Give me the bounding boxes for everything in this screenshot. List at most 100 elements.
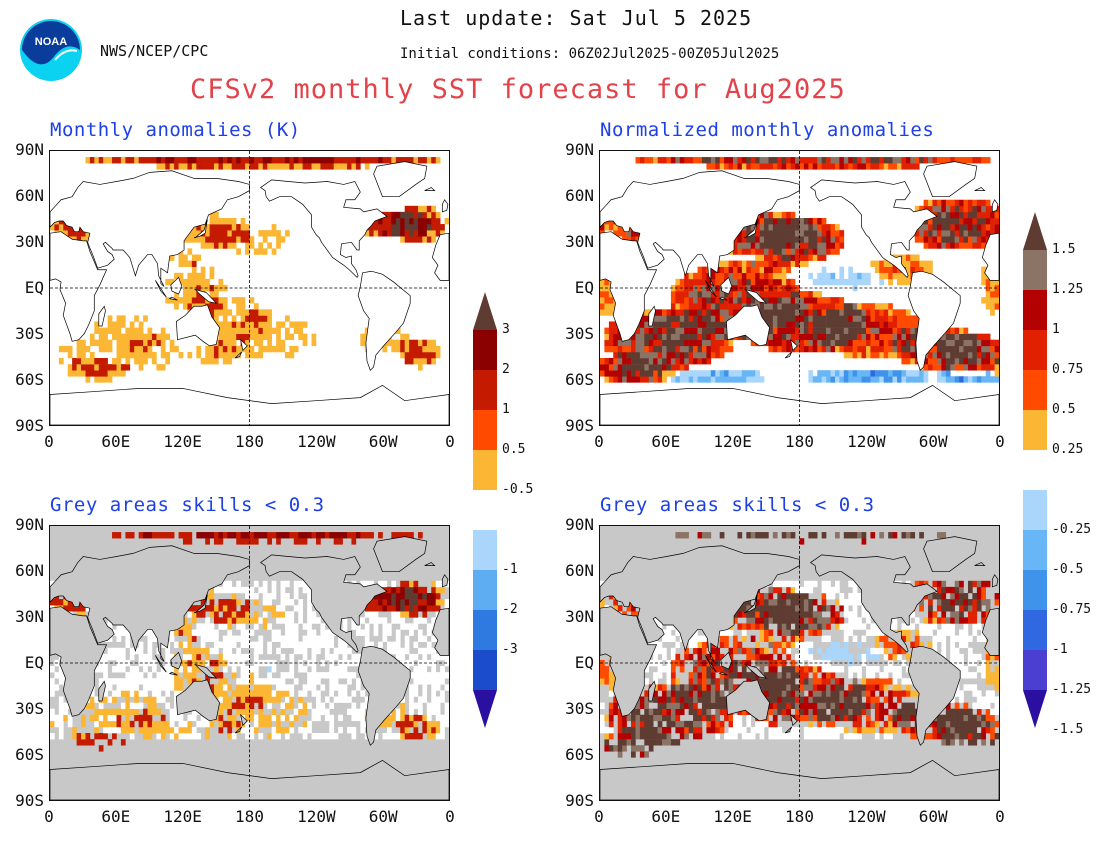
colorbar-cell — [473, 370, 497, 410]
lon-tick-label: 120E — [163, 807, 202, 826]
panel-title-norm-skill: Grey areas skills < 0.3 — [600, 494, 875, 516]
lon-tick-label: 120W — [297, 432, 336, 451]
agency-label: NWS/NCEP/CPC — [100, 42, 209, 60]
lon-tick-label: 60W — [918, 807, 948, 826]
lat-tick-label: 90N — [15, 515, 44, 534]
map-panel-anom-skill — [49, 525, 450, 801]
colorbar-svg — [473, 292, 497, 728]
colorbar-cell — [473, 410, 497, 450]
lon-tick-label: 0 — [445, 807, 455, 826]
lat-tick-label: 90N — [15, 140, 44, 159]
colorbar-normalized: 1.5 1.25 1 0.75 0.5 0.25 -0.25 -0.5 -0.75 -1 -1.25… — [1020, 212, 1100, 742]
lat-tick-label: 30N — [15, 232, 44, 251]
lon-tick-label: 120E — [713, 807, 752, 826]
map-panel-norm-skill — [599, 525, 1000, 801]
lat-tick-label: 30N — [565, 607, 594, 626]
colorbar-cell — [1023, 610, 1047, 650]
lon-tick-label: 0 — [995, 807, 1005, 826]
lon-tick-label: 120E — [163, 432, 202, 451]
lon-tick-label: 0 — [995, 432, 1005, 451]
logo-text: NOAA — [35, 36, 67, 48]
lon-tick-label: 180 — [235, 432, 264, 451]
lat-tick-label: 30S — [15, 324, 44, 343]
colorbar-cell — [1023, 490, 1047, 530]
colorbar-cell — [1023, 410, 1047, 450]
lat-tick-label: 30S — [565, 324, 594, 343]
lon-tick-label: 0 — [44, 807, 54, 826]
lat-tick-label: 60S — [565, 370, 594, 389]
colorbar-cell — [473, 570, 497, 610]
colorbar-tick-label: 2 — [502, 362, 510, 377]
lat-tick-label: 90S — [15, 416, 44, 435]
lon-tick-label: 60E — [651, 432, 681, 451]
lat-tick-label: 60N — [565, 186, 594, 205]
lat-tick-label: 60N — [565, 561, 594, 580]
colorbar-cell — [473, 650, 497, 690]
colorbar-cell — [1023, 250, 1047, 290]
colorbar-cell — [1023, 530, 1047, 570]
lon-tick-label: 60E — [101, 432, 131, 451]
colorbar-tick-label: -1 — [1052, 642, 1068, 657]
lat-tick-label: 30S — [565, 699, 594, 718]
lat-tick-label: EQ — [24, 278, 44, 297]
colorbar-tick-label: -0.75 — [1052, 602, 1092, 617]
sst-map-svg — [50, 151, 449, 425]
panel-title-norm: Normalized monthly anomalies — [600, 119, 935, 141]
lat-tick-label: 30N — [15, 607, 44, 626]
colorbar-cell — [1023, 650, 1047, 690]
colorbar-tick-label: 0.5 — [502, 442, 526, 457]
lon-tick-label: 60W — [368, 807, 398, 826]
colorbar-cell — [1023, 370, 1047, 410]
colorbar-cell — [473, 530, 497, 570]
last-update-text: Last update: Sat Jul 5 2025 — [400, 6, 753, 30]
colorbar-tick-label: -0.5 — [1052, 562, 1084, 577]
lon-tick-label: 180 — [235, 807, 264, 826]
lon-tick-label: 180 — [785, 807, 814, 826]
noaa-logo: NOAA — [19, 18, 83, 82]
colorbar-tick-label: 1 — [1052, 322, 1060, 337]
lon-tick-label: 120W — [847, 807, 886, 826]
lon-tick-label: 60E — [101, 807, 131, 826]
colorbar-tick-label: 0.5 — [1052, 402, 1076, 417]
colorbar-absolute: 3 2 1 0.5 -0.5 -1 -2 -3 — [470, 292, 540, 728]
panel-title-anom: Monthly anomalies (K) — [50, 119, 301, 141]
lat-tick-label: 60N — [15, 186, 44, 205]
map-panel-norm — [599, 150, 1000, 426]
panel-title-anom-skill: Grey areas skills < 0.3 — [50, 494, 325, 516]
lat-tick-label: 30S — [15, 699, 44, 718]
lat-tick-label: EQ — [574, 278, 594, 297]
colorbar-tick-label: 0.25 — [1052, 442, 1084, 457]
sst-map-svg — [600, 526, 999, 800]
lon-tick-label: 60E — [651, 807, 681, 826]
lat-tick-label: 60S — [15, 370, 44, 389]
colorbar-tick-label: 0.75 — [1052, 362, 1084, 377]
colorbar-bottom-arrow — [1023, 690, 1047, 728]
lat-tick-label: 90N — [565, 515, 594, 534]
sst-map-svg — [50, 526, 449, 800]
colorbar-tick-label: 1.25 — [1052, 282, 1084, 297]
colorbar-bottom-arrow — [473, 690, 497, 728]
colorbar-cell — [473, 610, 497, 650]
lat-tick-label: 90S — [15, 791, 44, 810]
colorbar-tick-label: 3 — [502, 322, 510, 337]
colorbar-cell — [473, 330, 497, 370]
initial-conditions-text: Initial conditions: 06Z02Jul2025-00Z05Ju… — [400, 46, 780, 62]
lat-tick-label: 90S — [565, 416, 594, 435]
lon-tick-label: 120W — [847, 432, 886, 451]
lon-tick-label: 120E — [713, 432, 752, 451]
lon-tick-label: 180 — [785, 432, 814, 451]
colorbar-tick-label: -1.25 — [1052, 682, 1092, 697]
lat-tick-label: 90N — [565, 140, 594, 159]
colorbar-neutral-cell — [473, 490, 497, 530]
lon-tick-label: 0 — [594, 432, 604, 451]
lon-tick-label: 0 — [44, 432, 54, 451]
lat-tick-label: 60N — [15, 561, 44, 580]
sst-map-svg — [600, 151, 999, 425]
colorbar-tick-label: -2 — [502, 602, 518, 617]
lon-tick-label: 60W — [368, 432, 398, 451]
colorbar-neutral-cell — [1023, 450, 1047, 490]
colorbar-top-arrow — [1023, 212, 1047, 250]
colorbar-top-arrow — [473, 292, 497, 330]
lat-tick-label: 60S — [565, 745, 594, 764]
colorbar-cell — [1023, 290, 1047, 330]
